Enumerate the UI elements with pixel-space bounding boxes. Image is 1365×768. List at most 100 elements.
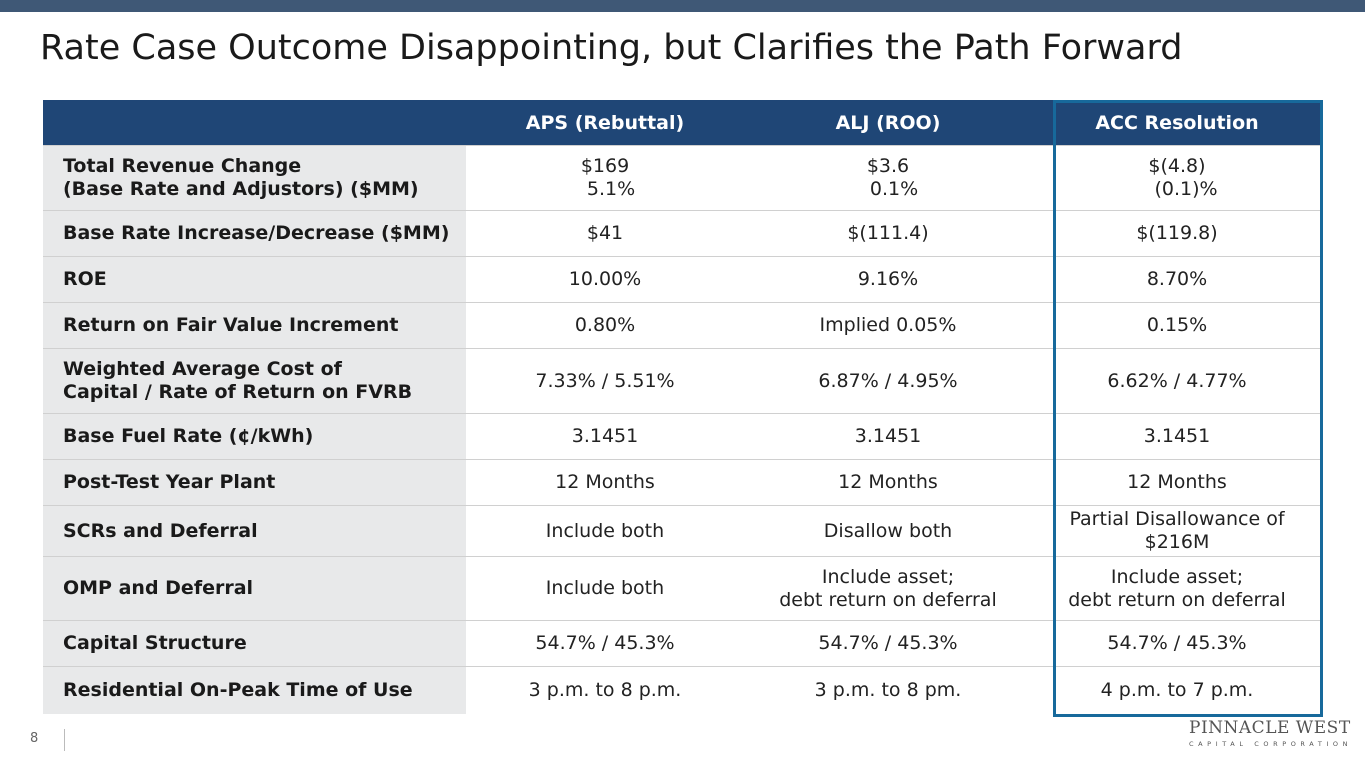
value-line: 3 p.m. to 8 pm. bbox=[814, 678, 962, 701]
value-cell: 7.33% / 5.51% bbox=[466, 348, 744, 414]
table-row: SCRs and Deferral Include both Disallow bo… bbox=[43, 505, 1322, 557]
value-line: 54.7% / 45.3% bbox=[818, 632, 958, 654]
value-line: $3.6 bbox=[866, 155, 910, 177]
value-line: $169 bbox=[580, 155, 630, 177]
row-label-line: Residential On-Peak Time of Use bbox=[63, 678, 413, 701]
row-label-line: Base Rate Increase/Decrease ($MM) bbox=[63, 222, 450, 244]
value-cell: Partial Disallowance of $216M bbox=[1032, 505, 1322, 557]
value-line: (0.1)% bbox=[1136, 178, 1218, 200]
row-label-line: Return on Fair Value Increment bbox=[63, 314, 399, 336]
value-line: Include asset; bbox=[1110, 565, 1244, 588]
table-row: Return on Fair Value Increment 0.80% Impli… bbox=[43, 302, 1322, 349]
row-label: Capital Structure bbox=[43, 620, 466, 667]
row-label: Post-Test Year Plant bbox=[43, 459, 466, 506]
page-number: 8 bbox=[30, 731, 39, 746]
value-line: 5.1% bbox=[574, 178, 636, 200]
value-cell: $3.6 0.1% bbox=[744, 145, 1032, 211]
row-label-line: Capital Structure bbox=[63, 632, 247, 654]
value-cell: 3 p.m. to 8 p.m. bbox=[466, 666, 744, 714]
value-cell: 0.15% bbox=[1032, 302, 1322, 349]
value-line: 0.15% bbox=[1146, 314, 1208, 336]
header-cell-alj-roo: ALJ (ROO) bbox=[744, 100, 1032, 146]
header-cell-aps-rebuttal: APS (Rebuttal) bbox=[466, 100, 744, 146]
value-line: 54.7% / 45.3% bbox=[535, 632, 675, 654]
logo-subtitle: CAPITAL CORPORATION bbox=[1189, 740, 1353, 748]
row-label-line: Total Revenue Change bbox=[63, 155, 302, 177]
value-cell: Include asset; debt return on deferral bbox=[744, 556, 1032, 621]
row-label-line: Capital / Rate of Return on FVRB bbox=[63, 381, 413, 403]
value-cell: 6.62% / 4.77% bbox=[1032, 348, 1322, 414]
row-label-line: SCRs and Deferral bbox=[63, 519, 258, 542]
value-cell: 3 p.m. to 8 pm. bbox=[744, 666, 1032, 714]
value-line: 6.62% / 4.77% bbox=[1107, 369, 1247, 392]
value-line: 12 Months bbox=[838, 471, 938, 493]
value-cell: $(119.8) bbox=[1032, 210, 1322, 257]
company-logo: PINNACLE WEST CAPITAL CORPORATION bbox=[1189, 718, 1353, 758]
table-row: Post-Test Year Plant 12 Months 12 Months 12… bbox=[43, 459, 1322, 506]
value-line: 3.1451 bbox=[1143, 425, 1211, 447]
value-cell: Include asset; debt return on deferral bbox=[1032, 556, 1322, 621]
value-line: 3 p.m. to 8 p.m. bbox=[528, 678, 682, 701]
table-row: OMP and Deferral Include both Include asse… bbox=[43, 556, 1322, 621]
value-line: Disallow both bbox=[823, 519, 953, 542]
row-label: Return on Fair Value Increment bbox=[43, 302, 466, 349]
top-accent-bar bbox=[0, 0, 1365, 12]
table-row: ROE 10.00% 9.16% 8.70% bbox=[43, 256, 1322, 303]
value-line: 0.1% bbox=[857, 178, 919, 200]
value-line: 6.87% / 4.95% bbox=[818, 369, 958, 392]
row-label: SCRs and Deferral bbox=[43, 505, 466, 557]
table-row: Weighted Average Cost of Capital / Rate o… bbox=[43, 348, 1322, 414]
value-cell: 4 p.m. to 7 p.m. bbox=[1032, 666, 1322, 714]
table-row: Capital Structure 54.7% / 45.3% 54.7% / 45… bbox=[43, 620, 1322, 667]
row-label: Base Rate Increase/Decrease ($MM) bbox=[43, 210, 466, 257]
table-row: Total Revenue Change (Base Rate and Adjus… bbox=[43, 145, 1322, 211]
value-line: $216M bbox=[1144, 531, 1210, 553]
value-cell: $169 5.1% bbox=[466, 145, 744, 211]
value-line: $(4.8) bbox=[1148, 155, 1206, 177]
logo-wordmark: PINNACLE WEST bbox=[1189, 718, 1351, 738]
value-line: 9.16% bbox=[857, 268, 919, 290]
table-row: Base Rate Increase/Decrease ($MM) $41 $(11… bbox=[43, 210, 1322, 257]
value-cell: 12 Months bbox=[466, 459, 744, 506]
row-label-line: Post-Test Year Plant bbox=[63, 471, 276, 493]
value-cell: $(4.8) (0.1)% bbox=[1032, 145, 1322, 211]
value-cell: 12 Months bbox=[1032, 459, 1322, 506]
table-row: Residential On-Peak Time of Use 3 p.m. to… bbox=[43, 666, 1322, 714]
value-line: 8.70% bbox=[1146, 268, 1208, 290]
table-row: Base Fuel Rate (¢/kWh) 3.1451 3.1451 3.1451 bbox=[43, 413, 1322, 460]
value-line: 0.80% bbox=[574, 314, 636, 336]
row-label: Base Fuel Rate (¢/kWh) bbox=[43, 413, 466, 460]
rate-case-table: APS (Rebuttal) ALJ (ROO) ACC Resolution … bbox=[43, 100, 1322, 714]
page-divider bbox=[64, 729, 65, 751]
table-header-row: APS (Rebuttal) ALJ (ROO) ACC Resolution bbox=[43, 100, 1322, 146]
value-cell: 12 Months bbox=[744, 459, 1032, 506]
value-cell: $(111.4) bbox=[744, 210, 1032, 257]
value-line: 3.1451 bbox=[854, 425, 922, 447]
value-line: debt return on deferral bbox=[1068, 588, 1286, 611]
value-line: 4 p.m. to 7 p.m. bbox=[1100, 678, 1254, 701]
value-line: 54.7% / 45.3% bbox=[1107, 632, 1247, 654]
value-cell: 54.7% / 45.3% bbox=[466, 620, 744, 667]
value-line: $(119.8) bbox=[1136, 222, 1218, 244]
value-line: 3.1451 bbox=[571, 425, 639, 447]
value-cell: $41 bbox=[466, 210, 744, 257]
value-line: 7.33% / 5.51% bbox=[535, 369, 675, 392]
row-label-line: Weighted Average Cost of bbox=[63, 358, 342, 380]
header-cell-label bbox=[43, 100, 466, 146]
row-label-line: ROE bbox=[63, 268, 107, 290]
value-line: 10.00% bbox=[568, 268, 642, 290]
value-line: Include both bbox=[545, 519, 665, 542]
row-label: Residential On-Peak Time of Use bbox=[43, 666, 466, 714]
value-cell: 3.1451 bbox=[1032, 413, 1322, 460]
value-cell: 54.7% / 45.3% bbox=[1032, 620, 1322, 667]
row-label-line: (Base Rate and Adjustors) ($MM) bbox=[63, 178, 419, 200]
value-cell: 6.87% / 4.95% bbox=[744, 348, 1032, 414]
value-line: Partial Disallowance of bbox=[1069, 508, 1285, 530]
value-cell: 0.80% bbox=[466, 302, 744, 349]
slide-title: Rate Case Outcome Disappointing, but Cla… bbox=[40, 28, 1183, 68]
value-line: $41 bbox=[586, 222, 624, 244]
value-line: Include both bbox=[545, 577, 665, 599]
row-label: OMP and Deferral bbox=[43, 556, 466, 621]
value-cell: Include both bbox=[466, 556, 744, 621]
value-line: 12 Months bbox=[1127, 471, 1227, 493]
